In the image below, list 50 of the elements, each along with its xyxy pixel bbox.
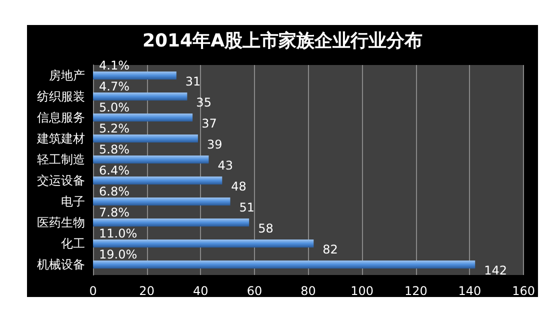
x-tick-label: 40 xyxy=(192,284,208,298)
bar xyxy=(93,218,250,226)
x-tick-label: 80 xyxy=(300,284,316,298)
bar xyxy=(93,156,209,164)
bar xyxy=(93,240,314,248)
data-label: 82 xyxy=(322,242,338,256)
annotation: 4.1% xyxy=(99,58,130,72)
annotation: 19.0% xyxy=(99,248,138,262)
x-tick-label: 120 xyxy=(404,284,428,298)
x-tick-label: 0 xyxy=(89,284,97,298)
bar xyxy=(93,72,176,80)
y-tick-label: 轻工制造 xyxy=(37,152,85,166)
data-label: 58 xyxy=(258,222,274,236)
x-tick-label: 60 xyxy=(246,284,262,298)
bar xyxy=(93,260,476,268)
bar xyxy=(93,134,198,142)
data-label: 142 xyxy=(484,264,508,278)
data-label: 48 xyxy=(231,180,246,194)
annotation: 5.8% xyxy=(99,142,130,156)
annotation: 5.0% xyxy=(99,100,130,114)
bar xyxy=(93,198,230,206)
x-tick-label: 140 xyxy=(458,284,482,298)
annotation: 5.2% xyxy=(99,122,130,136)
y-tick-label: 信息服务 xyxy=(37,110,85,124)
y-tick-label: 医药生物 xyxy=(37,216,85,230)
bar xyxy=(93,114,193,122)
annotation: 6.8% xyxy=(99,184,130,198)
y-tick-label: 建筑建材 xyxy=(36,132,85,146)
x-tick-label: 100 xyxy=(350,284,374,298)
chart-title: 2014年A股上市家族企业行业分布 xyxy=(142,30,423,52)
annotation: 4.7% xyxy=(99,80,130,94)
data-label: 51 xyxy=(239,200,255,214)
data-label: 35 xyxy=(196,96,212,110)
data-label: 43 xyxy=(218,158,233,172)
y-tick-label: 纺织服装 xyxy=(37,90,85,104)
y-tick-label: 电子 xyxy=(61,194,85,208)
x-tick-label: 20 xyxy=(139,284,154,298)
y-tick-label: 化工 xyxy=(61,236,85,250)
annotation: 11.0% xyxy=(99,226,138,240)
data-label: 31 xyxy=(185,74,201,88)
bar xyxy=(93,92,188,100)
y-tick-label: 机械设备 xyxy=(37,258,85,272)
y-tick-label: 交运设备 xyxy=(37,174,85,188)
data-label: 37 xyxy=(202,116,217,130)
annotation: 7.8% xyxy=(99,206,130,220)
y-tick-label: 房地产 xyxy=(49,68,85,82)
data-label: 39 xyxy=(206,138,222,152)
bar xyxy=(93,176,222,184)
x-tick-label: 160 xyxy=(512,284,535,298)
annotation: 6.4% xyxy=(99,164,130,178)
